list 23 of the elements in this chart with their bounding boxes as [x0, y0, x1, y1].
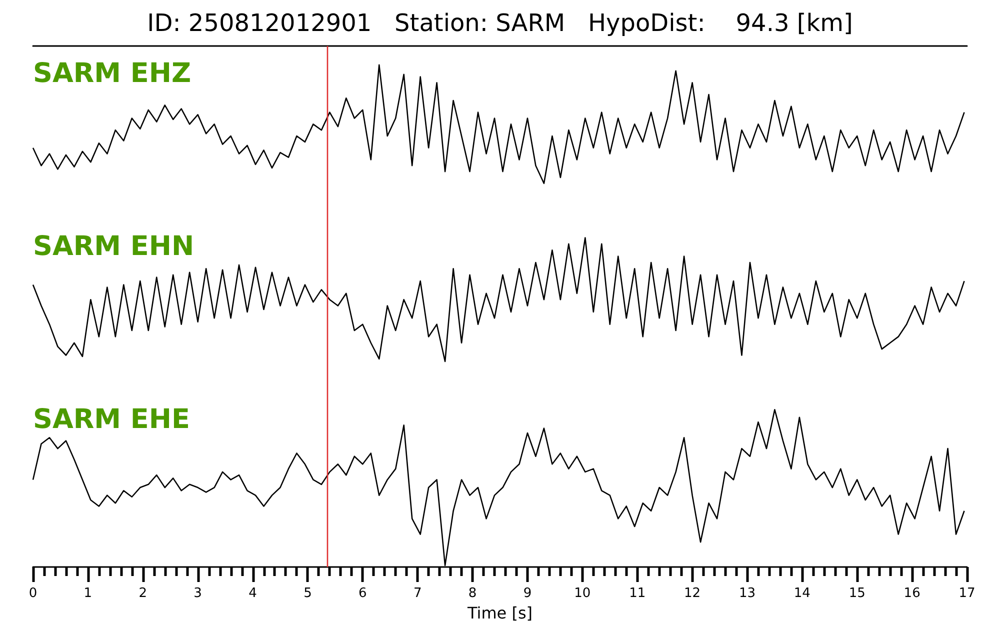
x-tick-label: 3	[194, 586, 202, 601]
x-tick-label: 17	[958, 586, 976, 601]
x-tick-label: 14	[794, 586, 810, 601]
x-tick-label: 13	[738, 586, 756, 601]
x-tick-label: 6	[358, 586, 367, 601]
series-label: SARM EHN	[33, 231, 194, 262]
x-tick-label: 7	[413, 586, 422, 601]
series-label: SARM EHE	[33, 404, 190, 435]
x-tick-label: 1	[84, 586, 92, 601]
series-label: SARM EHZ	[33, 58, 192, 89]
x-tick-label: 4	[248, 586, 257, 601]
x-tick-label: 2	[138, 586, 148, 601]
x-tick-label: 11	[629, 586, 646, 601]
x-tick-label: 0	[28, 586, 38, 601]
x-tick-label: 16	[904, 586, 920, 601]
x-tick-label: 9	[523, 586, 532, 601]
x-tick-label: 10	[574, 586, 591, 601]
x-tick-label: 12	[684, 586, 701, 601]
x-axis-title: Time [s]	[466, 604, 533, 622]
chart-title: ID: 250812012901 Station: SARM HypoDist: 94.3 [km]	[147, 9, 853, 37]
x-tick-label: 15	[848, 586, 866, 601]
x-tick-label: 5	[304, 586, 312, 601]
x-tick-label: 8	[468, 586, 477, 601]
